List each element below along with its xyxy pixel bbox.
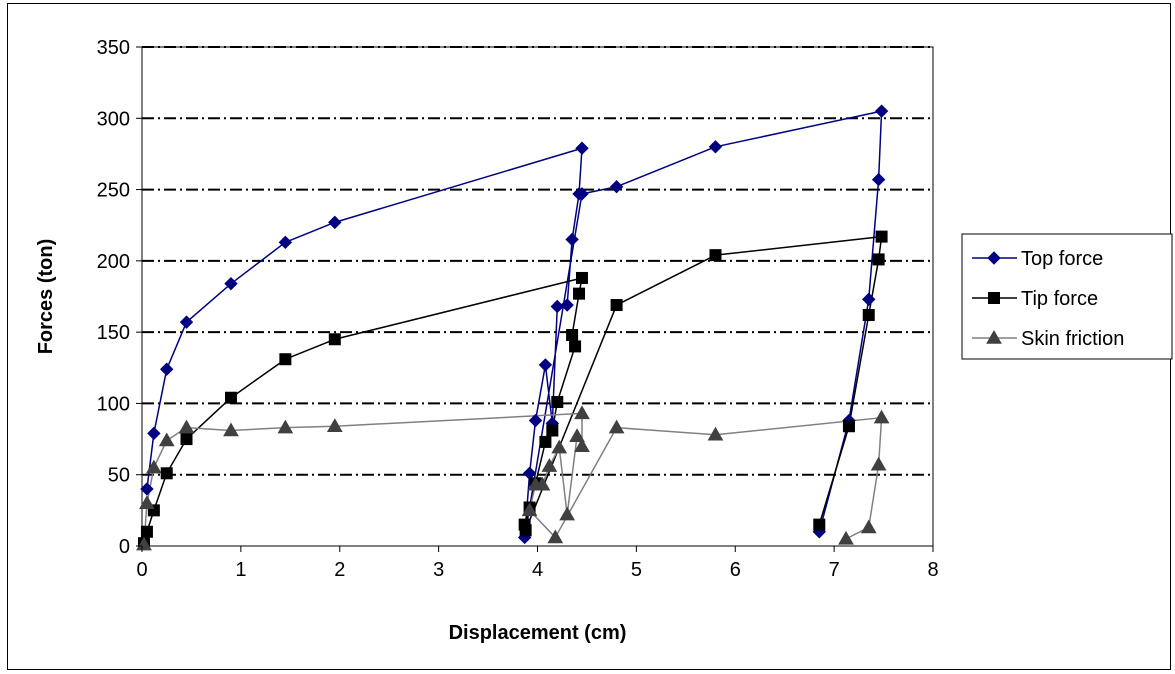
data-point	[608, 419, 625, 434]
y-tick-label: 150	[97, 322, 130, 344]
data-point	[147, 504, 160, 517]
data-point	[278, 235, 293, 250]
data-point	[813, 518, 826, 531]
data-point	[574, 438, 590, 452]
data-point	[180, 433, 193, 446]
legend: Top force Tip force Skin friction	[961, 233, 1173, 360]
x-tick-label: 1	[235, 559, 246, 581]
data-point	[160, 362, 174, 376]
data-point	[224, 276, 238, 291]
data-point	[136, 536, 152, 551]
legend-marker	[988, 292, 1000, 304]
data-point	[873, 409, 890, 424]
data-point	[158, 432, 175, 447]
x-tick-label: 3	[433, 559, 444, 581]
series-line-2	[143, 412, 883, 545]
legend-label: Top force	[1021, 248, 1103, 270]
data-point	[610, 299, 623, 312]
data-point	[860, 519, 877, 534]
data-point	[551, 396, 564, 409]
data-point	[146, 459, 162, 474]
data-point	[709, 249, 722, 262]
x-tick-label: 5	[631, 559, 642, 581]
y-tick-label: 0	[119, 536, 130, 558]
x-tick-label: 2	[334, 559, 345, 581]
data-point	[223, 422, 239, 437]
data-point	[569, 428, 585, 442]
y-tick-label: 250	[97, 180, 130, 202]
data-point	[277, 419, 294, 434]
data-point	[140, 525, 153, 538]
plot-area-border	[141, 46, 934, 547]
data-point	[707, 426, 724, 441]
data-point	[547, 529, 564, 544]
x-tick-label: 0	[136, 559, 147, 581]
legend-marker	[987, 251, 1001, 265]
data-point	[527, 476, 544, 491]
data-point	[551, 439, 568, 454]
data-point	[179, 315, 194, 329]
data-point	[575, 187, 589, 201]
data-point	[870, 456, 887, 471]
data-point	[574, 405, 590, 420]
data-point	[326, 418, 343, 432]
data-point	[139, 495, 155, 509]
data-point	[842, 420, 855, 433]
data-point	[565, 232, 579, 247]
data-point	[224, 391, 237, 404]
series-markers	[136, 104, 890, 551]
data-point	[541, 458, 558, 472]
x-tick-label: 6	[730, 559, 741, 581]
data-point	[575, 271, 588, 284]
x-tick-label: 4	[532, 559, 543, 581]
data-point	[328, 333, 341, 346]
data-point	[178, 419, 195, 434]
legend-label: Tip force	[1021, 288, 1098, 310]
legend-label: Skin friction	[1021, 328, 1124, 350]
data-point	[874, 104, 889, 118]
data-point	[519, 524, 532, 537]
data-point	[528, 413, 543, 428]
data-point	[140, 482, 154, 496]
x-tick-label: 7	[829, 559, 840, 581]
y-tick-label: 200	[97, 251, 130, 273]
y-tick-label: 50	[108, 465, 130, 487]
data-point	[566, 328, 579, 341]
data-point	[546, 424, 559, 437]
data-point	[560, 298, 574, 312]
axes: 0 50 100 150 200 250 300 350 0 1 2 3 4 5 6 7 8	[97, 37, 939, 581]
series-curves	[143, 110, 883, 545]
data-point	[609, 180, 624, 194]
data-point	[147, 426, 161, 441]
data-point	[328, 215, 342, 230]
data-point	[573, 287, 586, 300]
data-point	[708, 140, 723, 154]
data-point	[838, 530, 854, 545]
y-tick-label: 300	[97, 108, 130, 130]
x-tick-label: 8	[927, 559, 938, 581]
y-axis-title: Forces (ton)	[35, 239, 57, 355]
data-point	[550, 299, 564, 314]
data-point	[875, 230, 888, 243]
data-point	[538, 358, 553, 372]
data-point	[872, 253, 885, 266]
data-point	[575, 141, 589, 155]
x-axis-title: Displacement (cm)	[449, 622, 627, 644]
data-point	[569, 340, 582, 353]
data-point	[160, 467, 173, 480]
data-point	[559, 506, 576, 521]
y-tick-label: 100	[97, 393, 130, 415]
y-tick-label: 350	[97, 37, 130, 59]
legend-marker	[986, 329, 1002, 344]
data-point	[862, 309, 875, 322]
data-point	[862, 292, 876, 307]
data-point	[539, 435, 552, 448]
data-point	[871, 172, 886, 187]
series-line-1	[143, 235, 883, 544]
data-point	[521, 502, 538, 517]
series-line-0	[146, 110, 883, 539]
data-point	[279, 353, 292, 366]
